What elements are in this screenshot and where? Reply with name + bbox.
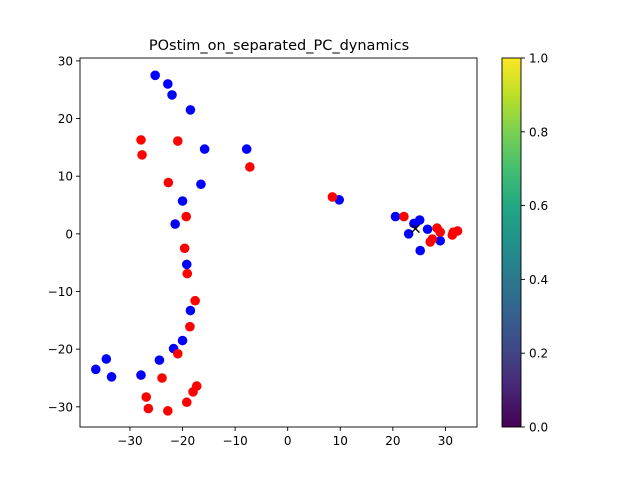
blue-point [177, 335, 188, 346]
x-axis-ticks: −30 −20 −10 0 10 20 30 [117, 427, 453, 448]
red-point [181, 397, 192, 408]
blue-point [415, 245, 426, 256]
data-points [90, 70, 463, 416]
red-point [245, 162, 255, 172]
red-point [190, 295, 200, 306]
y-axis-ticks: −30 −20 −10 0 10 20 30 [48, 54, 80, 414]
red-point [141, 392, 152, 402]
colorbar: 0.0 0.2 0.4 0.6 0.8 1.0 [501, 52, 548, 435]
chart-title: POstim_on_separated_PC_dynamics [149, 38, 409, 54]
y-tick-label: 30 [58, 54, 73, 68]
blue-point [167, 90, 177, 100]
x-tick-label: −20 [170, 434, 195, 448]
blue-point [414, 215, 425, 225]
colorbar-tick-label: 0.2 [529, 347, 548, 361]
colorbar-tick-label: 0.0 [529, 421, 548, 435]
blue-point [199, 144, 210, 154]
blue-point [136, 370, 146, 380]
blue-point [101, 354, 112, 364]
colorbar-tick-label: 0.8 [529, 125, 548, 139]
blue-point [185, 105, 196, 115]
red-point [452, 226, 463, 236]
red-point [173, 136, 183, 146]
blue-point [150, 70, 160, 81]
red-point [181, 211, 192, 222]
cross-marker [410, 224, 420, 234]
y-tick-label: −30 [48, 400, 73, 414]
red-point [157, 373, 167, 383]
red-point [427, 234, 438, 244]
blue-point [185, 305, 196, 316]
colorbar-gradient [501, 57, 522, 428]
red-point [163, 406, 173, 416]
red-point [182, 268, 193, 279]
red-point [173, 348, 183, 359]
x-tick-label: 0 [284, 434, 292, 448]
red-point [327, 192, 338, 202]
y-tick-label: −10 [48, 285, 73, 299]
blue-point [181, 259, 192, 270]
red-point [188, 387, 198, 397]
x-tick-label: −10 [222, 434, 247, 448]
y-tick-label: 0 [65, 227, 73, 241]
colorbar-tick-label: 1.0 [529, 52, 548, 66]
red-point [399, 211, 409, 222]
colorbar-ticks: 0.0 0.2 0.4 0.6 0.8 1.0 [521, 52, 548, 435]
x-tick-label: 30 [438, 434, 453, 448]
y-tick-label: −20 [48, 343, 73, 357]
blue-point [90, 364, 101, 375]
blue-point [106, 372, 117, 382]
blue-point [170, 219, 180, 229]
blue-point [154, 355, 165, 365]
x-tick-label: −30 [117, 434, 142, 448]
red-point [136, 135, 146, 145]
x-tick-label: 10 [333, 434, 348, 448]
blue-point [177, 196, 188, 206]
blue-point [196, 179, 206, 190]
red-point [143, 403, 154, 414]
blue-point [435, 235, 445, 246]
blue-point [241, 144, 252, 154]
red-point [163, 177, 174, 188]
cross-stroke [410, 224, 420, 234]
blue-point [163, 79, 173, 89]
red-point [185, 321, 195, 332]
red-point [137, 150, 147, 160]
x-tick-label: 20 [385, 434, 400, 448]
y-tick-label: 10 [58, 170, 73, 184]
plot-frame [79, 57, 478, 428]
y-tick-label: 20 [58, 112, 73, 126]
colorbar-tick-label: 0.6 [529, 199, 548, 213]
blue-point [422, 224, 433, 235]
blue-point [403, 229, 414, 239]
colorbar-tick-label: 0.4 [529, 273, 548, 287]
red-point [179, 243, 190, 254]
blue-point [390, 211, 401, 222]
red-point [435, 227, 445, 237]
plot-area: −30 −20 −10 0 10 20 30 −30 −20 −10 0 10 20 30 [48, 54, 478, 448]
